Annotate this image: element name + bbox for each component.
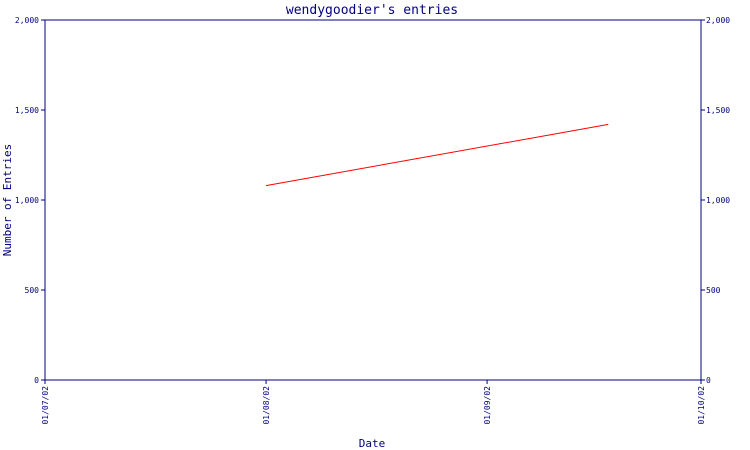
y-tick-label-right: 0 xyxy=(706,376,711,385)
plot-frame xyxy=(44,19,702,381)
y-axis-right: 0 500 1,000 1,500 2,000 xyxy=(701,16,730,385)
y-tick-label-left: 1,000 xyxy=(15,196,39,205)
y-axis-label: Number of Entries xyxy=(1,144,14,257)
y-tick-label-left: 0 xyxy=(34,376,39,385)
y-tick-label-right: 500 xyxy=(706,286,721,295)
x-axis-label: Date xyxy=(359,437,386,450)
y-tick-label-right: 2,000 xyxy=(706,16,730,25)
y-axis-left: 0 500 1,000 1,500 2,000 xyxy=(15,16,45,385)
x-tick-label: 01/09/02 xyxy=(483,386,492,425)
y-tick-label-right: 1,000 xyxy=(706,196,730,205)
y-tick-label-left: 500 xyxy=(25,286,40,295)
series-line xyxy=(265,123,609,187)
x-axis: 01/07/02 01/08/02 01/09/02 01/10/02 xyxy=(41,380,706,425)
chart-title: wendygoodier's entries xyxy=(286,3,458,18)
y-tick-label-left: 1,500 xyxy=(15,106,39,115)
x-tick-label: 01/07/02 xyxy=(41,386,50,425)
series-layer xyxy=(265,123,609,187)
x-tick-label: 01/08/02 xyxy=(262,386,271,425)
y-tick-label-right: 1,500 xyxy=(706,106,730,115)
y-tick-label-left: 2,000 xyxy=(15,16,39,25)
x-tick-label: 01/10/02 xyxy=(697,386,706,425)
